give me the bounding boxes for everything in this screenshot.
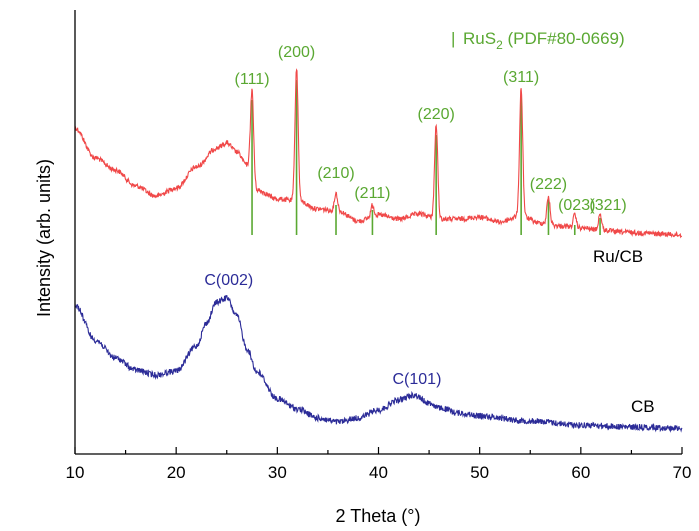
x-tick-label-20: 20 (167, 463, 186, 482)
legend-marker: | (451, 29, 455, 48)
x-tick-label-50: 50 (470, 463, 489, 482)
x-axis-title: 2 Theta (°) (336, 506, 421, 526)
peak-label-7: (023) (558, 197, 595, 214)
legend: | RuS2 (PDF#80-0669) (451, 29, 625, 52)
annotation-1: C(101) (392, 371, 441, 388)
series-label-cb: CB (631, 397, 655, 416)
x-tick-label-40: 40 (369, 463, 388, 482)
annotation-0: C(002) (204, 272, 253, 289)
peak-label-2: (210) (317, 165, 354, 182)
series-rucb-line (74, 68, 683, 239)
series-label-rucb: Ru/CB (593, 247, 643, 266)
peak-label-6: (222) (530, 176, 567, 193)
series-cb-line (74, 295, 683, 433)
peak-label-3: (211) (354, 185, 390, 202)
peak-label-8: (321) (589, 197, 626, 214)
peak-label-4: (220) (417, 106, 454, 123)
peak-label-0: (111) (235, 71, 270, 88)
peak-label-1: (200) (278, 44, 315, 61)
x-tick-label-30: 30 (268, 463, 287, 482)
peak-label-5: (311) (503, 69, 539, 86)
x-tick-label-10: 10 (66, 463, 85, 482)
x-tick-label-70: 70 (673, 463, 692, 482)
x-tick-label-60: 60 (571, 463, 590, 482)
legend-tail: (PDF#80-0669) (503, 29, 625, 48)
legend-text: RuS2 (PDF#80-0669) (463, 29, 625, 52)
y-axis-title: Intensity (arb. units) (34, 159, 54, 317)
legend-subscript: 2 (496, 38, 503, 52)
